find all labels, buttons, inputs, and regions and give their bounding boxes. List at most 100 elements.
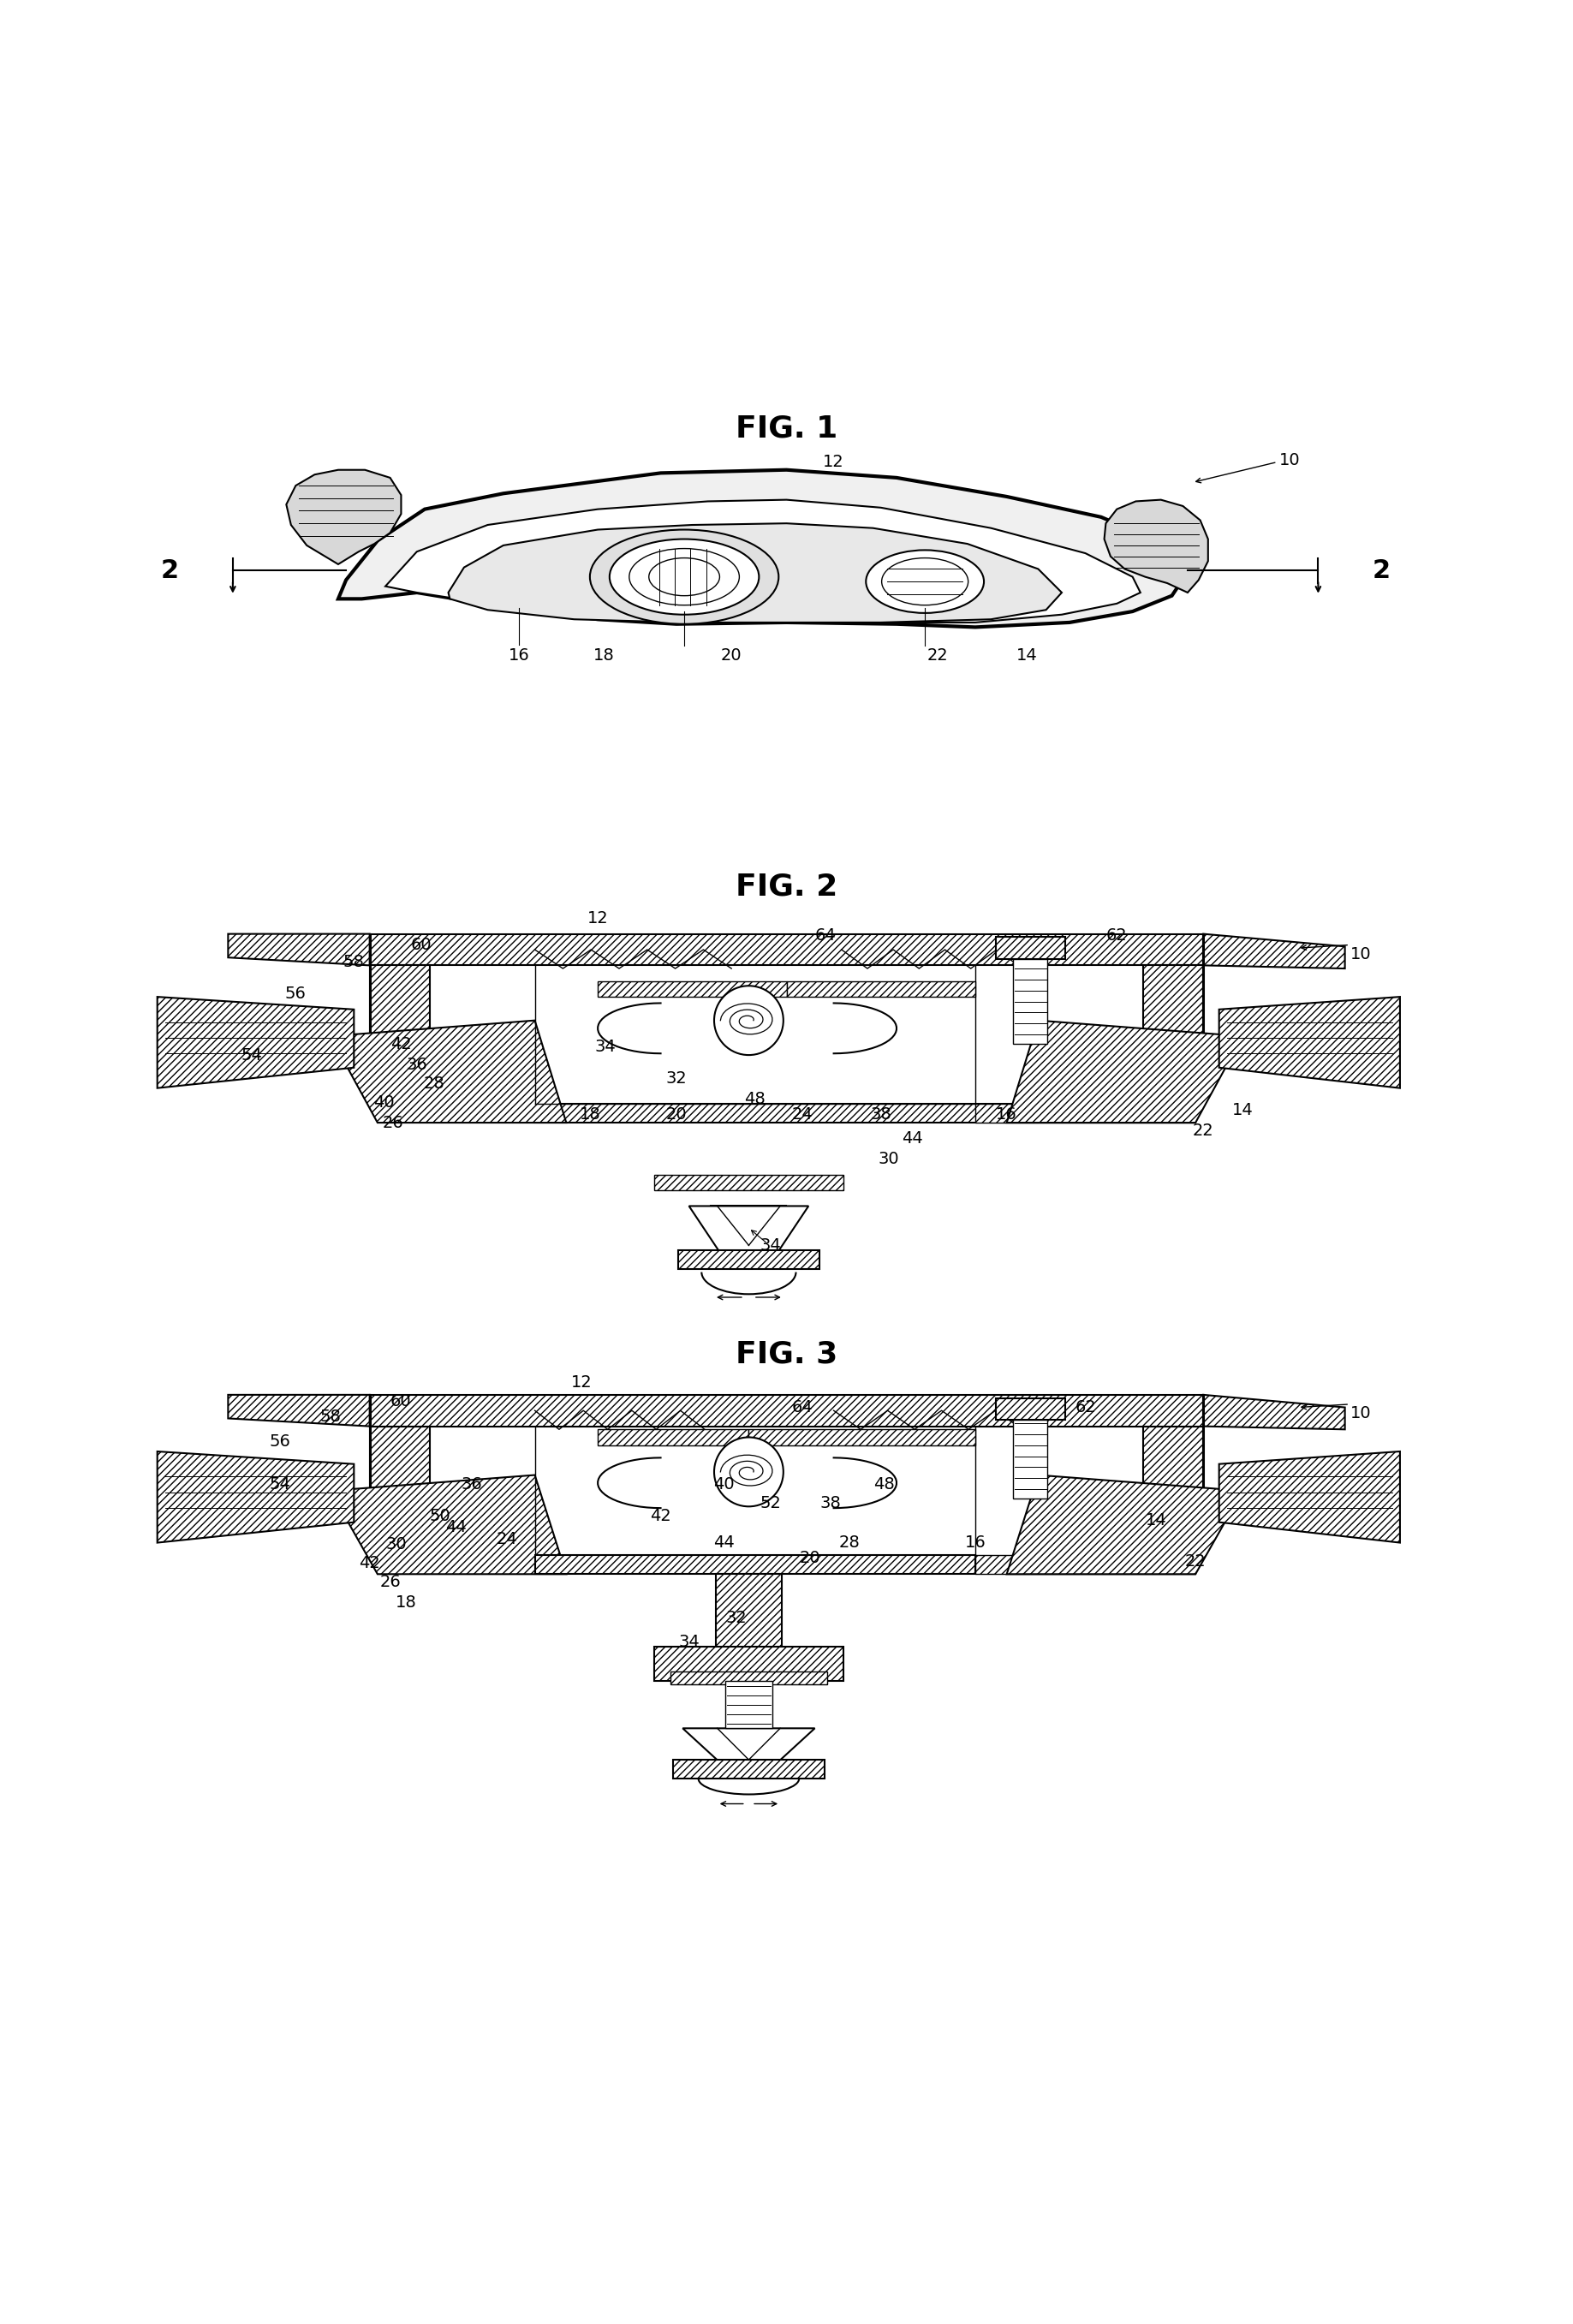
Text: 18: 18 [579, 1106, 601, 1122]
Polygon shape [338, 469, 1188, 627]
Text: 10: 10 [1350, 946, 1372, 962]
Text: 58: 58 [319, 1408, 341, 1425]
Text: 42: 42 [390, 1037, 412, 1053]
Polygon shape [654, 1174, 843, 1190]
Bar [725, 1680, 772, 1729]
Bar [654, 1645, 843, 1680]
Text: 54: 54 [241, 1046, 263, 1062]
Text: 42: 42 [650, 1508, 672, 1525]
Bar [1144, 964, 1203, 1104]
Text: 16: 16 [508, 648, 530, 665]
Polygon shape [330, 1476, 566, 1573]
Polygon shape [683, 1729, 815, 1776]
Text: 26: 26 [379, 1573, 401, 1590]
Text: 18: 18 [593, 648, 615, 665]
Text: 64: 64 [815, 927, 837, 944]
Text: 48: 48 [744, 1090, 766, 1106]
Text: 14: 14 [1016, 648, 1038, 665]
Text: 62: 62 [1106, 927, 1128, 944]
Bar [716, 1573, 782, 1673]
Text: 44: 44 [713, 1534, 735, 1550]
Text: 32: 32 [725, 1611, 747, 1627]
Ellipse shape [610, 539, 760, 614]
Text: 40: 40 [713, 1476, 735, 1492]
Bar [1144, 1427, 1203, 1555]
Text: 58: 58 [343, 955, 365, 971]
Text: 2: 2 [160, 558, 179, 583]
Polygon shape [228, 934, 370, 964]
Text: 38: 38 [820, 1494, 842, 1511]
Polygon shape [157, 1452, 354, 1543]
Polygon shape [228, 1394, 370, 1427]
Text: 16: 16 [964, 1534, 986, 1550]
Text: 30: 30 [878, 1150, 900, 1167]
Text: 32: 32 [665, 1071, 687, 1088]
Text: 56: 56 [285, 985, 307, 1002]
Text: 10: 10 [1279, 453, 1301, 469]
Polygon shape [689, 1206, 809, 1269]
Ellipse shape [629, 548, 739, 604]
Bar [749, 1429, 975, 1446]
Text: 18: 18 [395, 1594, 417, 1611]
Text: 42: 42 [359, 1555, 381, 1571]
Text: 20: 20 [665, 1106, 687, 1122]
Text: 12: 12 [823, 453, 845, 469]
Text: FIG. 2: FIG. 2 [736, 872, 837, 902]
Polygon shape [370, 1394, 1203, 1427]
Bar [598, 981, 786, 997]
Polygon shape [1203, 1394, 1345, 1429]
Polygon shape [1219, 1452, 1400, 1543]
Text: 54: 54 [269, 1476, 291, 1492]
Text: FIG. 3: FIG. 3 [736, 1339, 837, 1369]
Text: 24: 24 [791, 1106, 813, 1122]
Bar [370, 1427, 429, 1555]
Text: 44: 44 [901, 1129, 923, 1146]
Text: 64: 64 [791, 1399, 813, 1415]
Bar [996, 937, 1065, 960]
Polygon shape [975, 1104, 1195, 1122]
Polygon shape [286, 469, 401, 565]
Polygon shape [1104, 500, 1208, 593]
Text: 40: 40 [373, 1095, 395, 1111]
Text: 22: 22 [926, 648, 949, 665]
Text: 22: 22 [1184, 1552, 1206, 1569]
Polygon shape [385, 500, 1140, 623]
Text: 30: 30 [385, 1536, 407, 1552]
Text: 36: 36 [461, 1476, 483, 1492]
Ellipse shape [882, 558, 969, 604]
Text: 36: 36 [406, 1057, 428, 1074]
Text: 2: 2 [1372, 558, 1391, 583]
Circle shape [714, 1436, 783, 1506]
Bar [670, 1671, 827, 1685]
Text: 50: 50 [429, 1508, 451, 1525]
Bar [370, 964, 429, 1104]
Text: 38: 38 [870, 1106, 892, 1122]
Text: 14: 14 [1232, 1102, 1254, 1118]
Circle shape [714, 985, 783, 1055]
Text: 60: 60 [390, 1392, 412, 1408]
Text: 24: 24 [495, 1532, 518, 1548]
Text: 14: 14 [1145, 1513, 1167, 1529]
Polygon shape [370, 934, 1203, 964]
Text: 56: 56 [269, 1434, 291, 1450]
Polygon shape [1007, 1476, 1243, 1573]
Text: 34: 34 [760, 1236, 782, 1253]
Bar [711, 1206, 786, 1225]
Ellipse shape [590, 530, 779, 625]
Bar [786, 981, 975, 997]
Text: FIG. 1: FIG. 1 [736, 414, 837, 444]
Polygon shape [157, 997, 354, 1088]
Bar [598, 1429, 749, 1446]
Text: 20: 20 [720, 648, 742, 665]
Polygon shape [1219, 997, 1400, 1088]
Text: 12: 12 [571, 1373, 593, 1390]
Polygon shape [1203, 934, 1345, 969]
Polygon shape [673, 1759, 824, 1778]
Text: 52: 52 [760, 1494, 782, 1511]
Text: 28: 28 [423, 1076, 445, 1092]
Text: 28: 28 [838, 1534, 860, 1550]
Text: 62: 62 [1074, 1399, 1096, 1415]
Ellipse shape [865, 551, 985, 614]
Polygon shape [678, 1250, 820, 1269]
Polygon shape [1007, 1020, 1243, 1122]
